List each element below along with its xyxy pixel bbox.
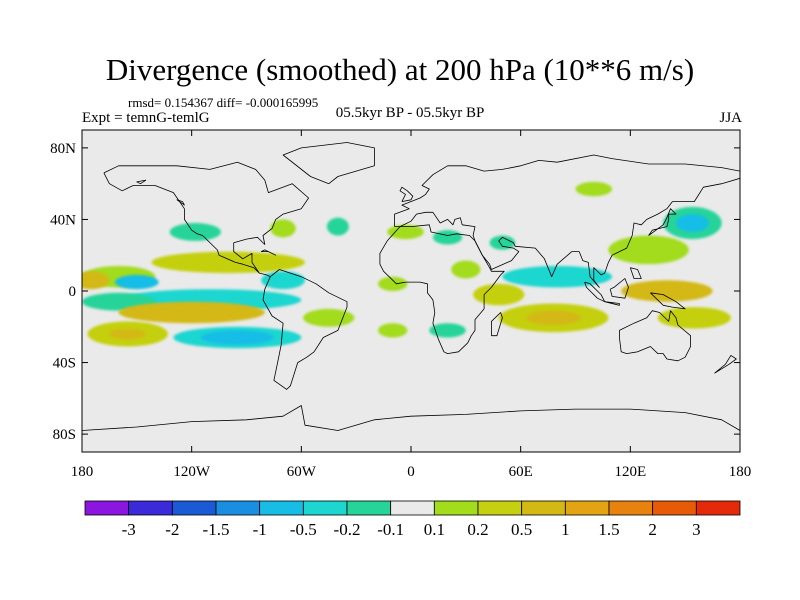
y-tick-label: 40N: [50, 212, 76, 228]
coastline: [619, 310, 691, 362]
colorbar-swatch: [477, 500, 523, 516]
divergence-field: [82, 181, 731, 349]
field-contour: [429, 323, 466, 338]
period-label: 05.5kyr BP - 05.5kyr BP: [335, 105, 485, 121]
coastline: [136, 179, 147, 185]
colorbar-swatch: [215, 500, 261, 516]
coastline: [490, 312, 503, 337]
colorbar-swatch: [521, 500, 566, 516]
coastline: [650, 292, 686, 310]
colorbar-swatch: [171, 500, 217, 516]
field-contour: [326, 217, 349, 236]
colorbar: -3 -2 -1.5 -1 -0.5 -0.2 -0.1 0.1 0.2 0.5 1 1.5 2 3: [84, 500, 741, 539]
y-tick-label: 40S: [53, 356, 76, 372]
coastline: [379, 224, 505, 355]
field-contour: [608, 235, 689, 265]
coastline: [176, 199, 185, 206]
coastline: [394, 154, 740, 288]
coastline: [648, 208, 677, 236]
colorbar-label: -0.5: [290, 520, 317, 539]
field-contour: [270, 219, 296, 238]
coastline: [399, 186, 414, 202]
field-contour: [169, 223, 221, 241]
field-contour: [489, 235, 516, 250]
colorbar-label: -0.2: [334, 520, 361, 539]
colorbar-label: -2: [165, 520, 179, 539]
plot-title: Divergence (smoothed) at 200 hPa (10**6 …: [105, 52, 695, 87]
experiment-label: Expt = temnG-temlG: [82, 110, 210, 126]
y-tick-label: 0: [69, 284, 77, 300]
colorbar-swatch: [128, 500, 173, 516]
coastline: [714, 354, 737, 374]
field-contour: [303, 308, 355, 327]
colorbar-label: 0.5: [511, 520, 532, 539]
axes: 180 120W 60W 0 60E 120E 180 80N 40N 0 40S 80S: [50, 130, 751, 480]
field-contour: [118, 301, 265, 324]
field-contour: [621, 280, 713, 302]
colorbar-swatch: [390, 500, 435, 516]
coastline: [103, 161, 348, 390]
colorbar-label: 0.2: [467, 520, 488, 539]
field-contour: [575, 181, 613, 197]
coastline: [282, 142, 375, 185]
colorbar-swatch: [259, 500, 304, 516]
coastline: [629, 267, 642, 279]
x-tick-label: 180: [729, 464, 752, 480]
y-tick-label: 80N: [50, 141, 76, 157]
colorbar-swatch: [346, 500, 392, 516]
colorbar-label: 1.5: [598, 520, 619, 539]
colorbar-label: 3: [692, 520, 701, 539]
colorbar-swatch: [695, 500, 741, 516]
x-tick-label: 0: [407, 464, 415, 480]
coastline: [609, 278, 629, 299]
coastlines: [82, 142, 740, 431]
field-contour: [526, 310, 581, 325]
field-contour: [387, 224, 424, 240]
colorbar-swatch: [302, 500, 348, 516]
field-contour: [109, 328, 146, 340]
season-label: JJA: [719, 110, 742, 126]
colorbar-swatch: [608, 500, 654, 516]
field-contour: [82, 271, 110, 290]
colorbar-swatch: [84, 500, 130, 516]
field-contour: [676, 214, 709, 232]
field-contour: [378, 276, 408, 291]
y-tick-label: 80S: [53, 427, 76, 443]
colorbar-label: 1: [561, 520, 570, 539]
colorbar-swatch: [652, 500, 697, 516]
colorbar-swatch: [433, 500, 479, 516]
colorbar-swatch: [564, 500, 610, 516]
field-contour: [451, 260, 481, 279]
coastline: [604, 301, 620, 306]
x-tick-label: 60W: [287, 464, 317, 480]
field-contour: [200, 330, 274, 345]
colorbar-label: -1.5: [203, 520, 230, 539]
field-contour: [473, 283, 525, 306]
colorbar-label: 0.1: [424, 520, 445, 539]
colorbar-label: -0.1: [377, 520, 404, 539]
field-contour: [657, 307, 731, 329]
field-contour: [261, 271, 305, 290]
x-tick-label: 60E: [509, 464, 533, 480]
field-contour: [432, 230, 463, 245]
coastline: [82, 405, 740, 431]
coastline: [260, 249, 277, 256]
colorbar-label: -1: [253, 520, 267, 539]
x-tick-label: 120W: [173, 464, 211, 480]
field-contour: [114, 274, 159, 290]
colorbar-label: -3: [122, 520, 136, 539]
colorbar-label: 2: [648, 520, 657, 539]
field-contour: [378, 323, 408, 338]
field-contour: [151, 251, 305, 274]
stats-label: rmsd= 0.154367 diff= -0.000165995: [128, 95, 319, 110]
x-tick-label: 180: [71, 464, 94, 480]
x-tick-label: 120E: [614, 464, 646, 480]
